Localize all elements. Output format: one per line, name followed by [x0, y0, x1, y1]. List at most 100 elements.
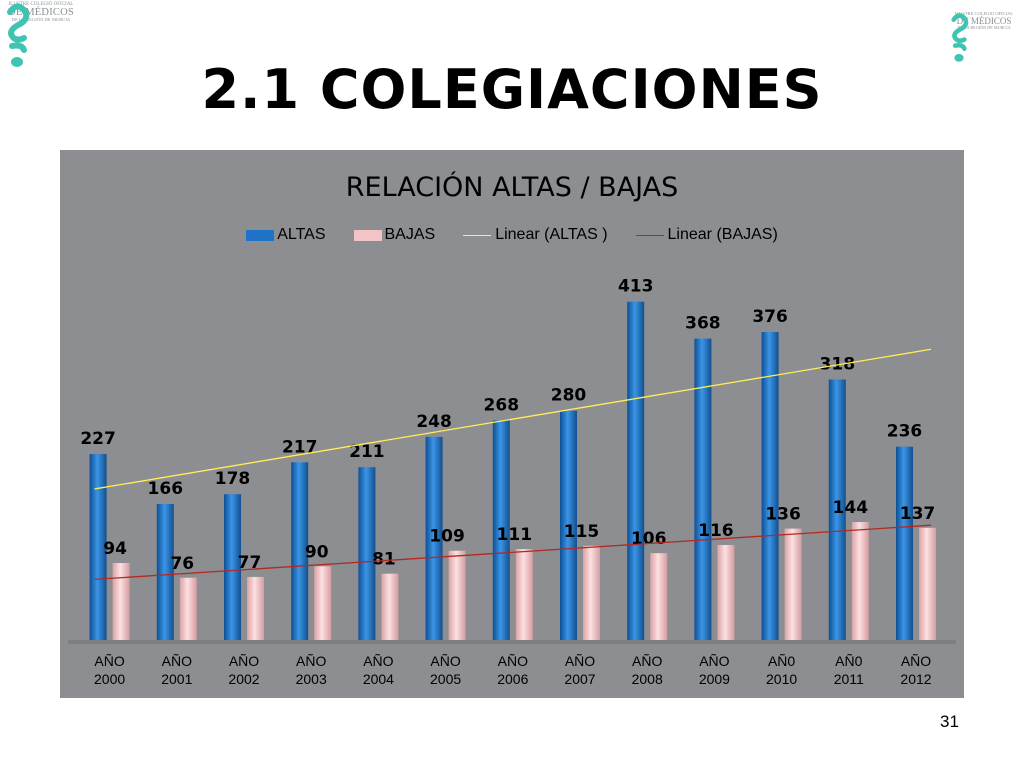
legend-swatch-linear-altas: [463, 234, 492, 236]
x-tick-label: 2006: [497, 671, 528, 687]
bar-bajas: [247, 576, 264, 640]
trendline-bajas: [94, 524, 932, 581]
legend-label-linear-altas: Linear (ALTAS ): [495, 226, 608, 243]
x-tick-label: 2011: [834, 671, 864, 687]
legend-label-bajas: BAJAS: [384, 226, 436, 243]
bar-altas: [694, 338, 712, 640]
data-label-bajas: 111: [497, 525, 533, 545]
data-label-altas: 268: [484, 395, 520, 415]
x-tick-label: AÑ0: [835, 653, 862, 669]
legend-item-linear-altas: Linear (ALTAS ): [463, 226, 608, 244]
x-tick-label: 2005: [430, 671, 461, 687]
x-tick-label: AÑO: [229, 653, 259, 669]
bar-bajas: [448, 550, 466, 640]
data-label-bajas: 94: [103, 539, 127, 559]
legend-item-altas: ALTAS: [246, 226, 326, 244]
logo-right-line1: ILUSTRE COLEGIO OFICIAL: [954, 11, 1014, 16]
logo-left-line2: DE MÉDICOS: [8, 7, 74, 19]
chart-title: RELACIÓN ALTAS / BAJAS: [345, 172, 679, 203]
x-tick-label: AÑO: [498, 653, 528, 669]
data-label-bajas: 81: [372, 550, 396, 570]
chart-plot: 227 94 AÑO 2000 166 76 AÑO 2001 178 77 AÑO 2002 217 9…: [68, 277, 956, 687]
bar-altas: [828, 379, 846, 640]
bar-bajas: [650, 553, 668, 640]
bar-bajas: [112, 563, 130, 640]
x-tick-label: 2008: [632, 671, 663, 687]
x-tick-label: 2004: [363, 671, 394, 687]
data-label-altas: 236: [887, 422, 923, 442]
bar-bajas: [515, 549, 533, 640]
data-label-bajas: 77: [238, 553, 262, 573]
bar-altas: [761, 332, 779, 640]
bar-altas: [425, 436, 443, 640]
logo-left: ILUSTRE COLEGIO OFICIAL DE MÉDICOS DE LA…: [0, 2, 82, 67]
bar-altas: [896, 446, 913, 640]
bar-bajas: [919, 527, 936, 640]
bar-altas: [358, 467, 376, 640]
x-tick-label: AÑO: [296, 653, 326, 669]
data-label-bajas: 90: [305, 542, 329, 562]
data-label-altas: 227: [80, 429, 116, 449]
data-label-bajas: 137: [900, 504, 936, 524]
bar-altas: [627, 301, 645, 640]
data-label-altas: 376: [752, 307, 788, 327]
x-tick-label: AÑO: [162, 653, 192, 669]
legend-item-bajas: BAJAS: [353, 226, 436, 244]
bar-altas: [560, 410, 577, 640]
bar-bajas: [179, 577, 197, 640]
bar-bajas: [583, 545, 600, 640]
bar-altas: [224, 494, 241, 640]
x-tick-label: AÑO: [565, 653, 595, 669]
bar-bajas: [851, 522, 869, 640]
legend-swatch-bajas: [353, 229, 382, 241]
data-label-altas: 368: [685, 314, 721, 334]
x-tick-label: 2009: [699, 671, 730, 687]
data-label-bajas: 76: [170, 554, 194, 574]
x-tick-label: AÑO: [632, 653, 662, 669]
data-label-altas: 166: [148, 479, 184, 499]
data-label-altas: 280: [551, 386, 587, 406]
bar-altas: [89, 454, 107, 640]
legend-swatch-linear-bajas: [635, 234, 664, 236]
x-tick-label: AÑ0: [768, 653, 795, 669]
data-label-altas: 217: [282, 437, 318, 457]
bar-bajas: [314, 566, 332, 640]
x-tick-label: AÑO: [699, 653, 729, 669]
page-number: 31: [940, 712, 959, 731]
data-label-altas: 413: [618, 277, 654, 297]
x-tick-label: 2003: [296, 671, 327, 687]
data-label-bajas: 136: [765, 505, 801, 525]
legend-label-altas: ALTAS: [277, 226, 326, 243]
x-tick-label: AÑO: [430, 653, 460, 669]
logo-right-line3: DE LA REGIÓN DE MURCIA: [957, 25, 1011, 31]
x-tick-label: 2010: [766, 671, 797, 687]
data-label-bajas: 116: [698, 521, 734, 541]
x-tick-label: 2002: [228, 671, 259, 687]
caduceus-icon: [951, 13, 969, 62]
data-label-altas: 248: [416, 412, 452, 432]
legend-swatch-altas: [246, 229, 275, 241]
data-label-altas: 211: [349, 442, 385, 462]
x-tick-label: AÑO: [94, 653, 124, 669]
x-tick-label: AÑO: [363, 653, 393, 669]
x-tick-label: 2001: [161, 671, 192, 687]
legend-label-linear-bajas: Linear (BAJAS): [667, 226, 778, 243]
bar-bajas: [717, 544, 735, 640]
logo-left-line1: ILUSTRE COLEGIO OFICIAL: [8, 2, 74, 7]
chart-legend: ALTAS BAJAS Linear (ALTAS ) Linear (BAJA…: [60, 226, 964, 244]
bar-bajas: [784, 528, 802, 640]
bar-altas: [291, 462, 309, 640]
x-tick-label: 2000: [94, 671, 125, 687]
legend-item-linear-bajas: Linear (BAJAS): [635, 226, 778, 244]
x-tick-label: 2012: [900, 671, 931, 687]
logo-left-line3: DE LA REGIÓN DE MURCIA: [11, 17, 71, 23]
data-label-altas: 178: [215, 469, 251, 489]
x-tick-label: 2007: [564, 671, 595, 687]
bar-altas: [156, 504, 174, 640]
data-label-bajas: 144: [833, 498, 869, 518]
x-tick-label: AÑO: [901, 653, 931, 669]
logo-right: ILUSTRE COLEGIO OFICIAL DE MÉDICOS DE LA…: [946, 11, 1022, 62]
data-label-bajas: 115: [564, 522, 600, 542]
data-label-bajas: 109: [429, 527, 465, 547]
slide-title: 2.1 COLEGIACIONES: [201, 58, 823, 121]
